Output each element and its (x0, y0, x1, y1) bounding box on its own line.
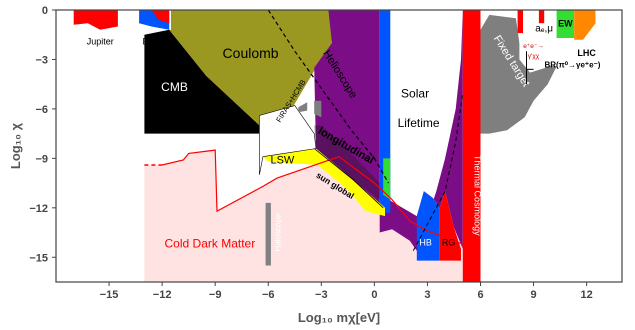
helioscope-dashed-line (267, 9, 390, 184)
label-solar: Solar (401, 86, 429, 100)
white-collider-area (519, 10, 598, 73)
jupiter-region (73, 10, 118, 30)
x-tick-label: 0 (371, 289, 377, 301)
x-tick-label: −12 (153, 289, 172, 301)
label-jupiter: Jupiter (87, 37, 114, 47)
rg-region (439, 191, 461, 261)
x-tick-label: −15 (100, 289, 119, 301)
label-cmb: CMB (161, 80, 188, 94)
cmb-region (144, 29, 269, 134)
ae-red-strip (517, 10, 523, 34)
label-coulomb: Coulomb (223, 45, 279, 61)
label-ew: EW (558, 18, 573, 28)
lhc-region (574, 10, 596, 40)
thermal-cosmology-region (462, 10, 481, 282)
x-tick-label: −9 (209, 289, 222, 301)
y-tick-label: −9 (35, 153, 48, 165)
dark-matter-curve (161, 149, 482, 283)
plot-frame (55, 9, 623, 283)
y-tick-label: −12 (29, 203, 48, 215)
solar-dashed-line (412, 92, 464, 251)
label-rg: RG (442, 238, 456, 248)
x-tick-label: −3 (315, 289, 328, 301)
lsw-region (259, 105, 317, 175)
x-tick-label: 6 (477, 289, 483, 301)
label-ae-mu: aₑ,μ (535, 23, 553, 34)
label-haloscope: Haloscope (274, 213, 283, 251)
y-axis-label: Log₁₀ χ (8, 122, 23, 169)
label-lsw: LSW (270, 154, 294, 166)
label-cold-dark-matter: Cold Dark Matter (165, 236, 256, 250)
haloscope-strip (265, 202, 271, 266)
y-tick-label: 0 (42, 5, 48, 17)
coulomb-region (169, 10, 332, 134)
label-lifetime: Lifetime (398, 116, 440, 130)
y-tick-label: −15 (29, 252, 48, 264)
helioscope-grey-patch (314, 100, 322, 118)
label-ee-arrow: e⁺e⁻→ (523, 43, 544, 50)
label-gamma-chichi: γ′χχ (528, 53, 540, 60)
x-tick-label: 3 (424, 289, 430, 301)
y-tick-label: −3 (35, 54, 48, 66)
hb-region (416, 191, 440, 261)
ae-red-strip-2 (538, 10, 545, 24)
dark-matter-region (144, 150, 481, 282)
fixed-target-region (480, 14, 561, 134)
ew-region (556, 10, 575, 38)
x-tick-label: 9 (531, 289, 537, 301)
label-earth: Earth (143, 37, 165, 47)
label-thermal-cosmology: Thermal Cosmology (472, 155, 482, 236)
x-tick-label: 12 (581, 289, 593, 301)
label-lhc: LHC (577, 48, 596, 58)
x-tick-label: −6 (262, 289, 275, 301)
label-br-pi0: BR(π⁰→γe⁺e⁻) (544, 61, 600, 70)
helioscope-grey-patch-2 (298, 102, 308, 113)
solar-lifetime-region (314, 10, 463, 251)
label-hb: HB (419, 238, 432, 248)
y-tick-label: −6 (35, 104, 48, 116)
earth-red-region (151, 10, 170, 24)
sun-global-boundary (313, 148, 384, 209)
x-axis-label: Log₁₀ mχ[eV] (298, 310, 380, 325)
